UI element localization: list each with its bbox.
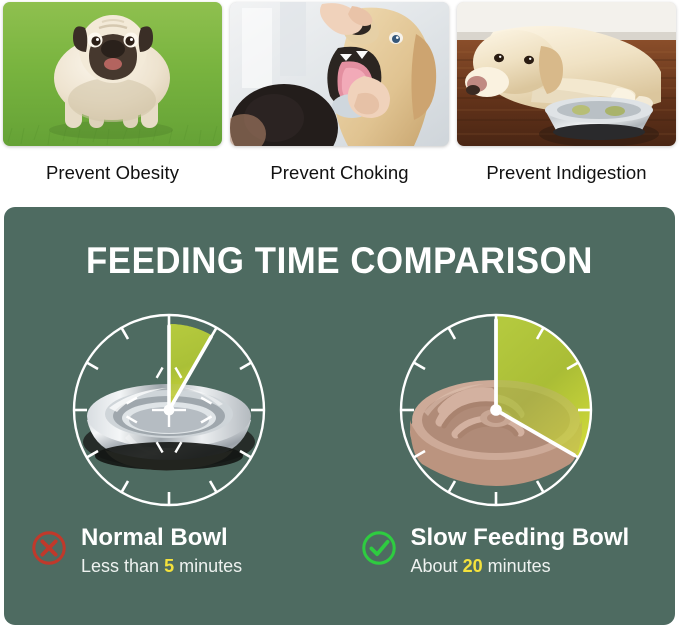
person-checking-dog-mouth-photo: [230, 2, 449, 146]
benefit-caption-indigestion: Prevent Indigestion: [486, 162, 647, 183]
overweight-pug-on-grass-photo: [3, 2, 222, 146]
legend-text-normal: Normal Bowl Less than 5 minutes: [81, 525, 242, 578]
legend-normal-suffix: minutes: [179, 556, 243, 576]
legend-sub-slow: About 20 minutes: [411, 554, 630, 578]
legend-normal-number: 5: [164, 556, 175, 576]
legend-normal-bowl: Normal Bowl Less than 5 minutes: [30, 525, 346, 595]
check-circle-icon: [360, 529, 398, 567]
feeding-time-comparison-panel: FEEDING TIME COMPARISON: [4, 207, 675, 625]
x-circle-icon: [30, 529, 68, 567]
dial-slow-feeding-bowl: [396, 310, 596, 510]
comparison-legend: Normal Bowl Less than 5 minutes S: [4, 525, 675, 595]
benefit-item-indigestion: Prevent Indigestion: [457, 2, 676, 196]
legend-sub-normal: Less than 5 minutes: [81, 554, 242, 578]
legend-normal-prefix: Less than: [81, 556, 160, 576]
labrador-lying-by-bowl-photo: [457, 2, 676, 146]
dial-normal-bowl: [69, 310, 269, 510]
legend-text-slow: Slow Feeding Bowl About 20 minutes: [411, 525, 630, 578]
legend-slow-number: 20: [462, 556, 483, 576]
benefit-item-obesity: Prevent Obesity: [3, 2, 222, 196]
legend-slow-prefix: About: [410, 556, 458, 576]
feeding-time-dials: [4, 310, 675, 510]
legend-slow-suffix: minutes: [487, 556, 551, 576]
benefit-caption-choking: Prevent Choking: [270, 162, 409, 183]
legend-title-slow: Slow Feeding Bowl: [410, 524, 630, 551]
legend-title-normal: Normal Bowl: [81, 524, 228, 551]
benefits-strip: Prevent Obesity: [0, 0, 679, 196]
page-title: FEEDING TIME COMPARISON: [85, 240, 593, 281]
legend-slow-feeding-bowl: Slow Feeding Bowl About 20 minutes: [360, 525, 676, 595]
benefit-item-choking: Prevent Choking: [230, 2, 449, 196]
benefit-caption-obesity: Prevent Obesity: [45, 162, 180, 183]
